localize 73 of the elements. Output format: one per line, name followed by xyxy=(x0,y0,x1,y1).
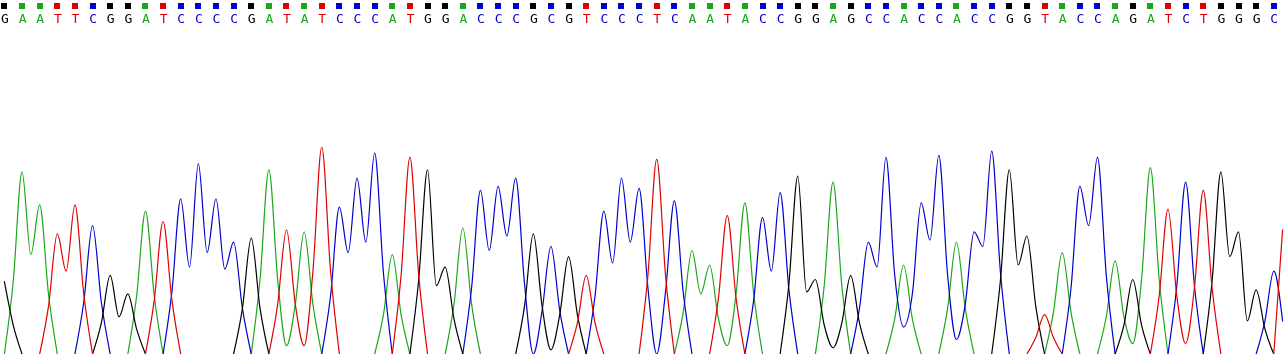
x-tick-label: G xyxy=(424,10,433,26)
x-tick-label: A xyxy=(688,10,697,26)
x-tick-label: A xyxy=(1058,10,1067,26)
x-tick-label: C xyxy=(512,10,521,26)
x-tick-label: A xyxy=(36,10,45,26)
x-tick-label: T xyxy=(1199,10,1208,26)
x-tick-label: T xyxy=(653,10,662,26)
x-tick-label: G xyxy=(247,10,256,26)
x-tick-label: C xyxy=(194,10,203,26)
x-tick-label: T xyxy=(1041,10,1050,26)
x-tick-label: A xyxy=(300,10,309,26)
x-tick-label: C xyxy=(1270,10,1279,26)
x-tick-label: C xyxy=(970,10,979,26)
x-tick-label: C xyxy=(212,10,221,26)
x-tick-label: C xyxy=(935,10,944,26)
x-tick-label: A xyxy=(142,10,151,26)
x-tick-label: G xyxy=(1252,10,1261,26)
x-tick-label: A xyxy=(706,10,715,26)
x-tick-label: A xyxy=(900,10,909,26)
x-tick-label: C xyxy=(335,10,344,26)
x-tick-label: C xyxy=(776,10,785,26)
x-tick-label: A xyxy=(1146,10,1155,26)
x-tick-label: G xyxy=(794,10,803,26)
x-tick-label: A xyxy=(829,10,838,26)
x-tick-label: A xyxy=(265,10,274,26)
x-tick-label: C xyxy=(477,10,485,26)
x-tick-label: T xyxy=(582,10,591,26)
x-tick-label: G xyxy=(1023,10,1032,26)
x-tick-label: A xyxy=(953,10,962,26)
x-tick-label: G xyxy=(1217,10,1226,26)
x-tick-label: G xyxy=(847,10,856,26)
x-tick-label: T xyxy=(1164,10,1173,26)
x-tick-label: C xyxy=(353,10,362,26)
x-tick-label: T xyxy=(723,10,732,26)
x-tick-label: G xyxy=(0,10,9,26)
x-tick-label: G xyxy=(811,10,820,26)
x-tick-label: C xyxy=(864,10,873,26)
x-tick-label: T xyxy=(283,10,292,26)
x-tick-label: T xyxy=(53,10,62,26)
x-tick-label: G xyxy=(106,10,115,26)
x-tick-label: C xyxy=(988,10,997,26)
x-tick-label: C xyxy=(917,10,926,26)
x-tick-label: C xyxy=(547,10,556,26)
x-tick-label: T xyxy=(159,10,168,26)
x-tick-label: C xyxy=(494,10,503,26)
x-tick-label: C xyxy=(882,10,891,26)
x-tick-label: T xyxy=(406,10,415,26)
x-tick-label: C xyxy=(618,10,626,26)
x-tick-label: A xyxy=(1111,10,1120,26)
x-tick-label: A xyxy=(388,10,397,26)
x-tick-label: G xyxy=(1235,10,1244,26)
x-tick-label: A xyxy=(18,10,27,26)
x-tick-label: C xyxy=(759,10,767,26)
x-tick-label: C xyxy=(371,10,380,26)
x-tick-label: G xyxy=(565,10,574,26)
x-tick-label: G xyxy=(1005,10,1014,26)
x-tick-label: T xyxy=(318,10,327,26)
x-tick-label: A xyxy=(741,10,750,26)
x-tick-label: C xyxy=(230,10,239,26)
x-tick-label: C xyxy=(1094,10,1102,26)
x-tick-label: G xyxy=(441,10,450,26)
x-tick-label: A xyxy=(459,10,468,26)
x-tick-label: T xyxy=(71,10,80,26)
x-tick-label: C xyxy=(670,10,679,26)
x-tick-label: G xyxy=(529,10,538,26)
x-tick-label: G xyxy=(1129,10,1138,26)
x-tick-label: C xyxy=(635,10,644,26)
x-tick-label: G xyxy=(124,10,133,26)
x-tick-label: C xyxy=(600,10,609,26)
x-tick-label: C xyxy=(1182,10,1191,26)
x-tick-label: C xyxy=(1076,10,1085,26)
x-tick-label: C xyxy=(177,10,186,26)
x-tick-label: C xyxy=(89,10,97,26)
